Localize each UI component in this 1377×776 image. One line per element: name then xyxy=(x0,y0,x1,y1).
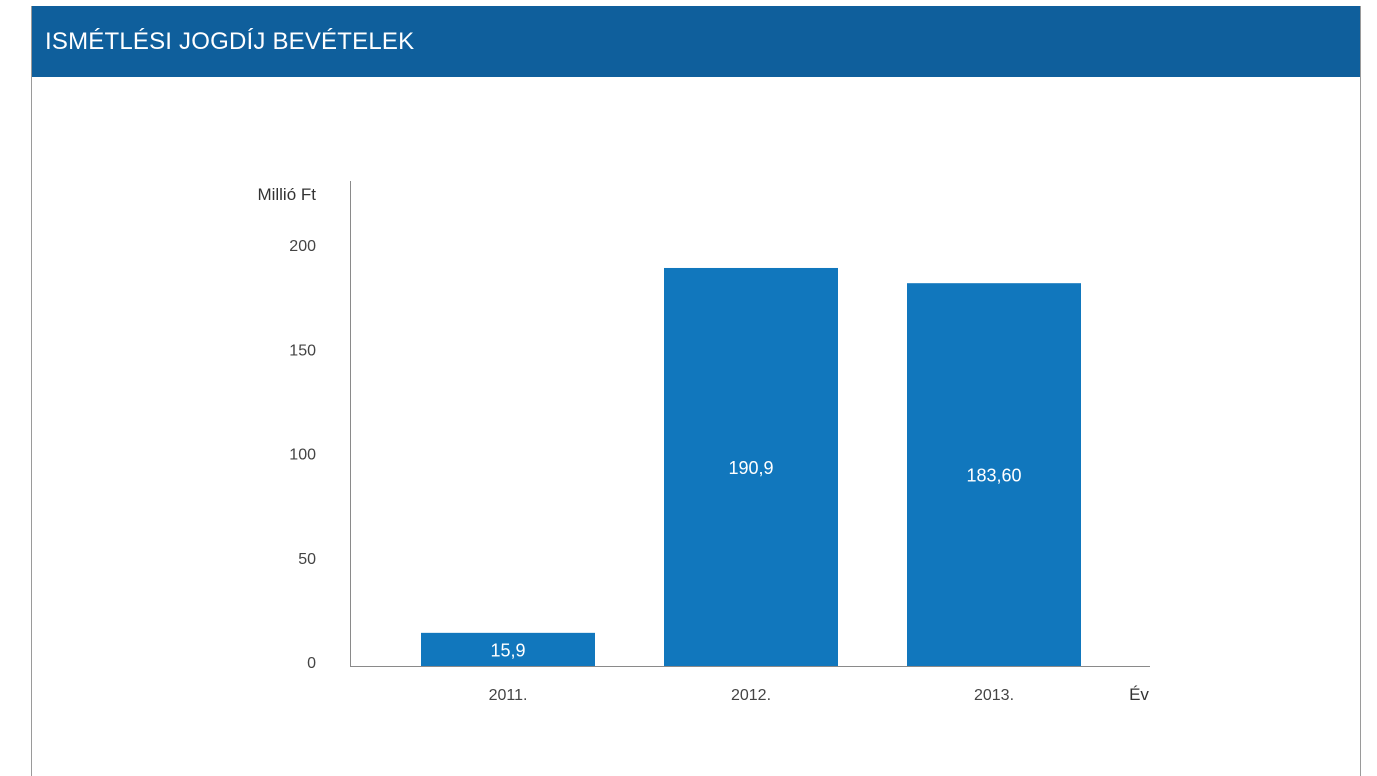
x-tick-label: 2012. xyxy=(731,687,771,704)
y-tick-label: 100 xyxy=(289,447,316,464)
y-tick-label: 200 xyxy=(289,238,316,255)
y-tick-label: 150 xyxy=(289,342,316,359)
y-tick-label: 50 xyxy=(298,551,316,568)
x-tick-label: 2013. xyxy=(974,687,1014,704)
chart-title: ISMÉTLÉSI JOGDÍJ BEVÉTELEK xyxy=(45,27,415,55)
bar-value-label: 183,60 xyxy=(966,466,1021,486)
bar-value-label: 15,9 xyxy=(490,640,525,660)
bar-value-label: 190,9 xyxy=(728,458,773,478)
y-tick-label: 0 xyxy=(307,655,316,672)
bar xyxy=(907,283,1081,666)
x-tick-label: 2011. xyxy=(489,687,528,704)
bar xyxy=(664,267,838,666)
chart-header: ISMÉTLÉSI JOGDÍJ BEVÉTELEK xyxy=(32,6,1360,77)
bar xyxy=(421,632,595,666)
y-axis-label: Millió Ft xyxy=(257,185,316,204)
x-axis-label: Év xyxy=(1129,685,1149,704)
